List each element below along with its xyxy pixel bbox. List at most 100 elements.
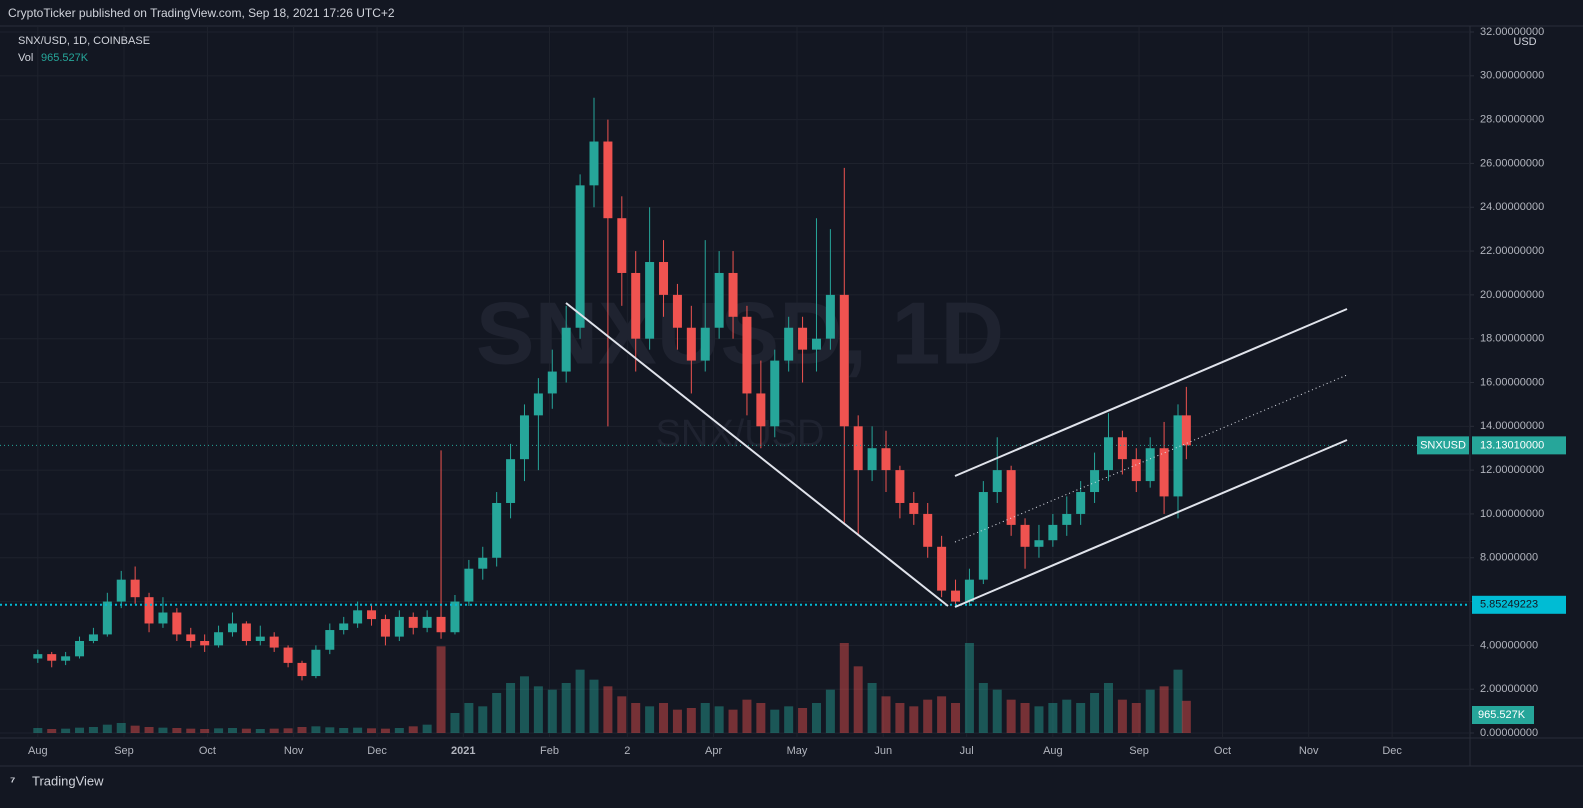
volume-bar [158, 727, 168, 733]
candle-body [770, 360, 780, 427]
volume-bar [1090, 693, 1100, 733]
x-tick-label: Apr [705, 745, 722, 757]
candle-body [659, 262, 669, 295]
volume-bar [283, 728, 293, 733]
volume-bar [951, 703, 961, 733]
y-tick-label: 22.00000000 [1480, 245, 1544, 257]
volume-readout: 965.527K [41, 52, 89, 64]
candle-body [339, 623, 349, 631]
candle-body [325, 630, 335, 650]
candle-body [728, 272, 738, 317]
candle-body [75, 640, 85, 657]
price-tag-label: 13.13010000 [1480, 439, 1544, 451]
watermark-sub: SNX/USD [656, 413, 825, 455]
volume-bar [798, 708, 808, 733]
candle-body [227, 623, 237, 633]
candle-body [547, 371, 557, 394]
candle-body [881, 448, 891, 471]
candle-body [603, 141, 613, 219]
candle-body [172, 612, 182, 635]
x-tick-label: Nov [284, 745, 304, 757]
x-tick-label: 2 [624, 745, 630, 757]
y-tick-label: 20.00000000 [1480, 289, 1544, 301]
candle-body [353, 610, 363, 624]
x-tick-label: Aug [28, 745, 48, 757]
candle-body [784, 327, 794, 361]
candle-body [255, 636, 265, 641]
y-tick-label: 30.00000000 [1480, 70, 1544, 82]
volume-bar [353, 727, 363, 733]
volume-bar [1020, 703, 1030, 733]
y-tick-label: 18.00000000 [1480, 333, 1544, 345]
candle-body [88, 634, 98, 641]
volume-tag [1472, 706, 1534, 724]
candle-body [478, 557, 488, 569]
candle-body [47, 654, 57, 661]
candle-body [311, 649, 321, 677]
level-tag [1472, 595, 1566, 614]
volume-bar [547, 689, 557, 733]
candle-body [811, 338, 821, 350]
symbol-tag-label: SNXUSD [1420, 439, 1466, 451]
candle-body [380, 619, 390, 637]
candle-body [714, 272, 724, 328]
volume-bar [478, 706, 488, 733]
x-tick-label: Aug [1043, 745, 1063, 757]
volume-bar [603, 686, 613, 733]
candle-body [561, 327, 571, 372]
volume-bar [617, 696, 627, 733]
y-tick-label: 28.00000000 [1480, 114, 1544, 126]
candle-body [450, 601, 460, 633]
symbol-line: SNX/USD, 1D, COINBASE [18, 35, 150, 47]
y-tick-label: 14.00000000 [1480, 420, 1544, 432]
volume-bar [394, 728, 404, 733]
level-tag-label: 5.85249223 [1480, 599, 1538, 611]
candle-body [839, 294, 849, 427]
volume-bar [881, 696, 891, 733]
volume-bar [130, 725, 140, 733]
volume-bar [1173, 669, 1183, 733]
volume-bar [75, 727, 85, 733]
volume-bar [1006, 699, 1016, 733]
volume-bar [1034, 706, 1044, 733]
candle-body [1181, 415, 1191, 446]
volume-bar [255, 729, 265, 733]
candle-body [492, 502, 502, 558]
volume-bar [1048, 703, 1058, 733]
candle-body [937, 546, 947, 591]
candle-body [867, 448, 877, 471]
x-tick-label: Sep [1129, 745, 1149, 757]
candle-body [533, 393, 543, 416]
volume-bar [978, 683, 988, 733]
candle-body [1090, 470, 1100, 493]
volume-bar [116, 723, 126, 733]
volume-bar [61, 728, 71, 733]
volume-bar [645, 706, 655, 733]
candle-body [422, 616, 432, 628]
candle-body [1145, 448, 1155, 482]
volume-bar [422, 724, 432, 733]
volume-bar [1181, 700, 1191, 733]
x-tick-label: Dec [367, 745, 387, 757]
volume-bar [1131, 703, 1141, 733]
candle-body [102, 601, 112, 635]
volume-bar [867, 683, 877, 733]
candle-body [367, 610, 377, 620]
trend-line [565, 302, 949, 607]
candle-body [686, 327, 696, 361]
candle-body [186, 634, 196, 641]
candle-body [964, 579, 974, 602]
volume-bar [227, 728, 237, 733]
candle-body [1048, 524, 1058, 541]
candle-body [1076, 492, 1086, 514]
volume-bar [1103, 683, 1113, 733]
volume-bar [1076, 703, 1086, 733]
candle-body [506, 459, 516, 503]
candle-body [825, 294, 835, 339]
candle-body [575, 185, 585, 328]
candle-body [241, 623, 251, 641]
volume-bar [408, 726, 418, 733]
candle-body [297, 662, 307, 677]
